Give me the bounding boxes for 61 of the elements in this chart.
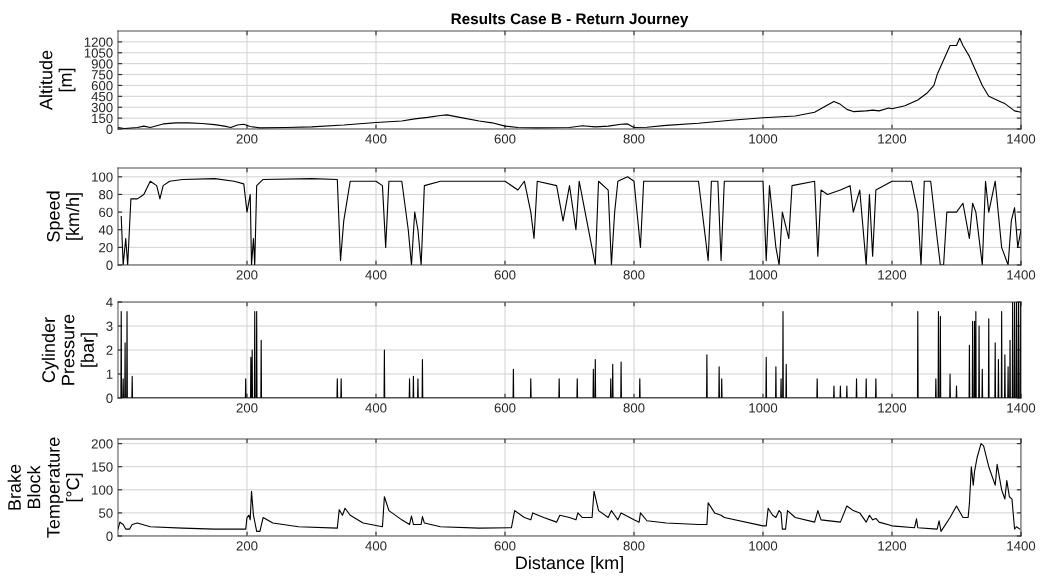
x-tick-label: 1200	[878, 134, 907, 144]
y-tick-label: 3	[106, 321, 113, 331]
x-axis-title: Distance [km]	[516, 555, 623, 573]
x-tick-label: 600	[494, 134, 516, 144]
y-tick-label: 20	[99, 242, 113, 253]
x-tick-label: 800	[623, 134, 645, 144]
y-tick-label: 750	[91, 70, 113, 80]
x-tick-label: 200	[236, 270, 258, 280]
y-axis-title: Brake Block Temperature [°C]	[7, 437, 83, 538]
x-tick-label: 1200	[878, 403, 907, 413]
y-axis-title: Cylinder Pressure [bar]	[41, 314, 98, 385]
x-tick-label: 400	[365, 403, 387, 413]
x-tick-label: 1000	[749, 270, 778, 280]
y-tick-label: 100	[92, 172, 113, 182]
y-tick-label: 150	[92, 113, 113, 124]
y-tick-label: 300	[91, 102, 113, 113]
x-tick-label: 600	[494, 541, 516, 551]
x-tick-label: 1200	[878, 541, 907, 551]
y-tick-label: 4	[106, 297, 113, 307]
y-tick-label: 0	[106, 124, 113, 134]
y-tick-label: 900	[91, 59, 113, 69]
x-tick-label: 400	[365, 134, 387, 144]
y-tick-label: 40	[98, 225, 113, 235]
y-tick-label: 80	[99, 190, 113, 200]
y-tick-label: 1	[106, 369, 113, 379]
y-tick-label: 60	[99, 207, 113, 217]
x-tick-label: 200	[236, 541, 258, 551]
x-tick-label: 600	[494, 403, 516, 413]
y-tick-label: 0	[106, 260, 113, 270]
x-tick-label: 1400	[1007, 403, 1036, 413]
y-tick-label: 50	[98, 508, 113, 518]
x-tick-label: 400	[365, 270, 387, 280]
x-tick-label: 1400	[1007, 134, 1036, 144]
chart-title: Results Case B - Return Journey	[451, 12, 689, 28]
y-tick-label: 0	[106, 531, 113, 541]
line-series	[120, 302, 1021, 398]
y-tick-label: 600	[91, 81, 113, 91]
x-tick-label: 1200	[878, 270, 907, 280]
x-tick-label: 200	[236, 403, 258, 413]
x-tick-label: 200	[236, 134, 258, 144]
x-tick-label: 1000	[749, 134, 778, 144]
y-tick-label: 150	[92, 462, 113, 472]
x-tick-label: 800	[623, 270, 645, 280]
y-tick-label: 2	[106, 345, 113, 355]
x-tick-label: 1000	[749, 403, 778, 413]
y-tick-label: 1200	[84, 37, 113, 47]
y-tick-label: 0	[106, 393, 113, 403]
x-tick-label: 800	[623, 403, 645, 413]
x-tick-label: 1400	[1007, 270, 1036, 280]
y-tick-label: 100	[92, 485, 113, 495]
x-tick-label: 800	[623, 541, 645, 551]
x-tick-label: 1400	[1007, 541, 1036, 551]
x-tick-label: 600	[494, 270, 516, 280]
y-axis-title: Altitude [m]	[39, 50, 76, 111]
x-tick-label: 1000	[749, 541, 778, 551]
y-tick-label: 200	[91, 439, 113, 449]
y-tick-label: 1050	[84, 48, 113, 58]
line-series	[118, 443, 1021, 532]
y-tick-label: 450	[91, 91, 113, 102]
y-axis-title: Speed [km/h]	[46, 191, 83, 242]
x-tick-label: 400	[365, 541, 387, 551]
